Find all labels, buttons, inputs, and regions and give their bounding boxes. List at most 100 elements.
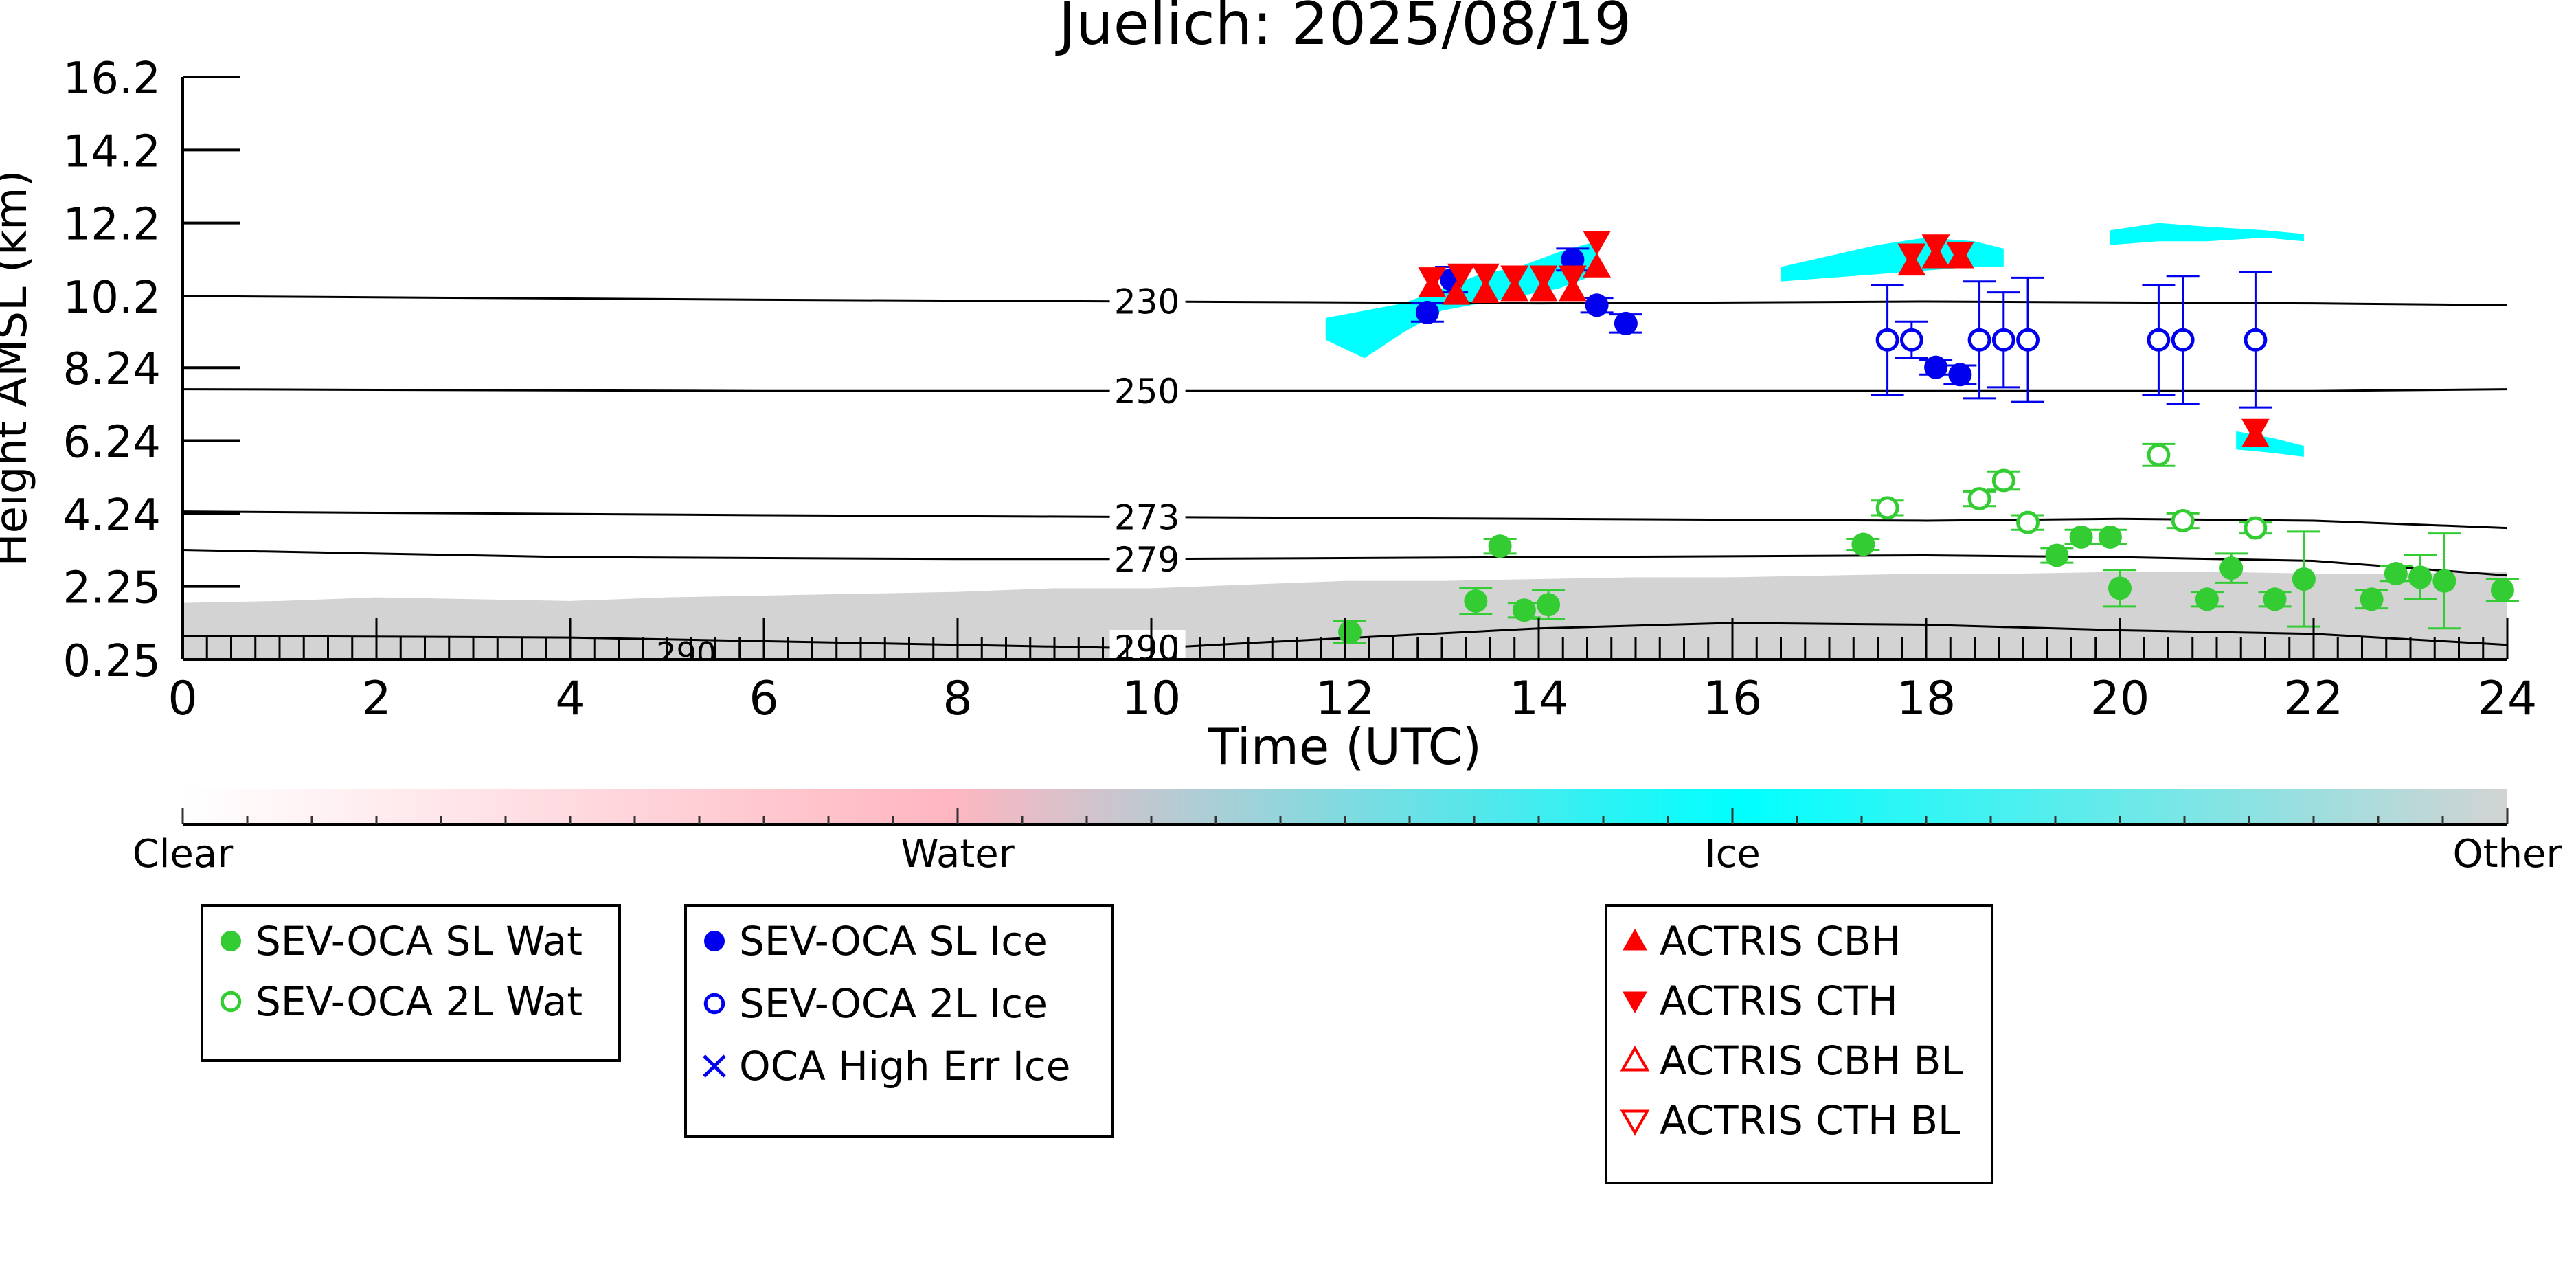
point-actris-cth [1447, 263, 1476, 289]
field-ice [1781, 237, 2004, 282]
data-series [1333, 230, 2519, 644]
colorbar-label-other: Other [2452, 832, 2562, 877]
contour-label-230: 230 [1114, 282, 1179, 322]
y-tick-label: 14.2 [63, 126, 161, 177]
y-tick-label: 10.2 [63, 273, 161, 324]
legend-label: ACTRIS CTH BL [1660, 1097, 1960, 1144]
y-tick-label: 16.2 [63, 54, 161, 104]
point-sev-oca-sl-wat [2219, 556, 2244, 580]
legend-label: ACTRIS CTH [1660, 978, 1898, 1024]
point-sev-oca-2l-wat [2244, 516, 2268, 540]
point-actris-cbh [1442, 280, 1471, 305]
legends: SEV-OCA SL Wat SEV-OCA 2L Wat SEV-OCA SL I… [201, 904, 1993, 1184]
point-actris-cth [1500, 265, 1529, 291]
point-sev-oca-2l-ice [2171, 328, 2195, 352]
legend-marker [704, 931, 725, 951]
point-sev-oca-sl-wat [1851, 532, 1875, 556]
contour-fragment-label: 290 [656, 635, 716, 673]
legend-label: SEV-OCA 2L Ice [739, 980, 1048, 1027]
point-sev-oca-2l-ice [1991, 328, 2015, 352]
contour-label-bg [1109, 629, 1186, 659]
point-sev-oca-sl-wat [2384, 562, 2408, 586]
point-sev-oca-sl-ice [1924, 355, 1948, 379]
x-tick-label: 22 [2284, 672, 2344, 726]
point-sev-oca-sl-wat [2408, 565, 2432, 589]
point-actris-cth [1558, 265, 1587, 291]
point-sev-oca-2l-ice [1875, 328, 1899, 352]
point-sev-oca-2l-wat [1967, 487, 1991, 511]
legend-box [684, 904, 1114, 1138]
point-actris-cbh [1583, 253, 1611, 278]
x-tick-label: 14 [1509, 672, 1569, 726]
point-sev-oca-2l-ice [1899, 328, 1923, 352]
point-actris-cth [1529, 265, 1558, 291]
x-tick-label: 8 [942, 672, 972, 726]
point-actris-cth [1897, 243, 1926, 269]
colorbar-ticks [181, 808, 2509, 824]
point-sev-oca-sl-wat [2045, 543, 2069, 567]
y-tick-label: 8.24 [63, 344, 161, 395]
point-sev-oca-sl-wat [2195, 587, 2219, 611]
legend-marker [1620, 1109, 1650, 1136]
point-sev-oca-sl-wat [1338, 620, 1362, 644]
contour-label-bg [1109, 541, 1186, 577]
legend-label: ACTRIS CBH BL [1660, 1037, 1963, 1084]
point-sev-oca-sl-wat [1488, 534, 1512, 558]
point-sev-oca-sl-ice [1614, 311, 1638, 335]
point-actris-cth [1583, 230, 1611, 256]
point-sev-oca-sl-wat [2490, 578, 2514, 602]
point-sev-oca-2l-ice [2244, 328, 2268, 352]
colorbar: Clear Water Ice Other [133, 789, 2563, 877]
point-sev-oca-sl-wat [2360, 587, 2384, 611]
point-sev-oca-sl-ice [1415, 300, 1439, 324]
contour-line-230 [183, 295, 2507, 306]
x-tick-label: 12 [1315, 672, 1375, 726]
x-axis-label: Time (UTC) [1208, 718, 1482, 776]
point-sev-oca-2l-wat [2147, 443, 2171, 467]
chart-title: Juelich: 2025/08/19 [1055, 0, 1631, 58]
contour-label-250: 250 [1114, 372, 1179, 411]
colorbar-label-clear: Clear [133, 832, 234, 877]
point-sev-oca-sl-wat [2263, 587, 2287, 611]
x-tick-label: 6 [749, 672, 778, 726]
legend-marker [1623, 991, 1647, 1013]
legend-box [1605, 904, 1993, 1184]
legend-label: ACTRIS CBH [1660, 918, 1901, 964]
legend-marker [703, 993, 725, 1015]
point-actris-cth [2241, 418, 2270, 444]
legend-label: OCA High Err Ice [739, 1043, 1070, 1089]
legend-marker [220, 991, 242, 1013]
x-tick-label: 2 [361, 672, 391, 726]
legend-label: SEV-OCA SL Ice [739, 918, 1048, 964]
legend-marker [221, 931, 241, 951]
x-tick-label: 0 [168, 672, 197, 726]
x-tick-label: 4 [555, 672, 585, 726]
legend-box [201, 904, 621, 1062]
legend-label: SEV-OCA 2L Wat [256, 978, 583, 1025]
point-sev-oca-2l-ice [1967, 328, 1991, 352]
contour-line-279 [183, 549, 2507, 577]
colorbar-label-water: Water [901, 832, 1015, 877]
point-actris-cth [1945, 241, 1974, 267]
legend-label: SEV-OCA SL Wat [256, 918, 583, 964]
x-tick-label: 16 [1703, 672, 1763, 726]
contour-label-bg [1109, 373, 1186, 409]
point-sev-oca-2l-ice [2147, 328, 2171, 352]
point-sev-oca-2l-wat [2171, 509, 2195, 532]
point-sev-oca-sl-wat [1537, 593, 1561, 617]
point-actris-cth [1471, 263, 1500, 289]
contour-label-290: 290 [1114, 629, 1179, 668]
legend-marker [703, 1054, 726, 1078]
point-sev-oca-sl-wat [2432, 569, 2456, 593]
contour-label-273: 273 [1114, 497, 1179, 537]
y-tick-label: 2.25 [63, 563, 161, 614]
colorbar-labels: Clear Water Ice Other [133, 832, 2563, 877]
point-sev-oca-sl-wat [2098, 525, 2122, 549]
x-tick-label: 18 [1897, 672, 1956, 726]
x-tick-label: 24 [2478, 672, 2538, 726]
contour-line-273 [183, 510, 2507, 530]
y-axis-ticks: 16.2 14.2 12.2 10.2 8.24 6.24 4.24 2.25 0.25 [63, 54, 240, 687]
y-tick-label: 4.24 [63, 490, 161, 541]
